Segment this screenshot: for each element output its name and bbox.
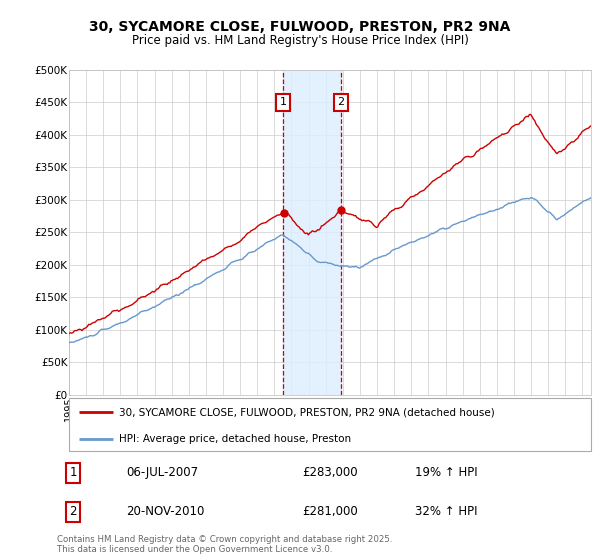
Text: 30, SYCAMORE CLOSE, FULWOOD, PRESTON, PR2 9NA: 30, SYCAMORE CLOSE, FULWOOD, PRESTON, PR… [89,20,511,34]
Text: £283,000: £283,000 [302,466,358,479]
Text: 2: 2 [338,97,344,108]
Text: 2: 2 [69,506,77,519]
Text: 30, SYCAMORE CLOSE, FULWOOD, PRESTON, PR2 9NA (detached house): 30, SYCAMORE CLOSE, FULWOOD, PRESTON, PR… [119,408,494,418]
Text: Contains HM Land Registry data © Crown copyright and database right 2025.
This d: Contains HM Land Registry data © Crown c… [57,535,392,554]
Bar [283,70,341,395]
Text: HPI: Average price, detached house, Preston: HPI: Average price, detached house, Pres… [119,434,351,444]
Text: 1: 1 [69,466,77,479]
Text: Price paid vs. HM Land Registry's House Price Index (HPI): Price paid vs. HM Land Registry's House … [131,34,469,46]
Text: 1: 1 [280,97,287,108]
Text: 19% ↑ HPI: 19% ↑ HPI [415,466,478,479]
Text: 32% ↑ HPI: 32% ↑ HPI [415,506,477,519]
Text: 20-NOV-2010: 20-NOV-2010 [127,506,205,519]
Text: 06-JUL-2007: 06-JUL-2007 [127,466,199,479]
Text: £281,000: £281,000 [302,506,358,519]
